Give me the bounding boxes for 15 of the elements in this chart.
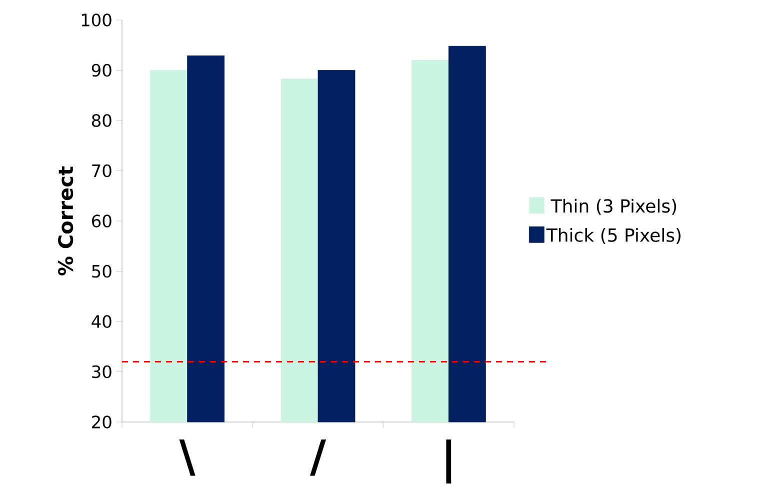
y-axis-title: % Correct <box>58 166 74 276</box>
y-tick-label: 70 <box>92 164 112 178</box>
y-tick-label: 90 <box>92 64 112 77</box>
x-tick-label: | <box>446 440 452 484</box>
x-tick-label: / <box>310 440 326 476</box>
y-tick-label: 30 <box>92 365 112 378</box>
x-tick-label: \ <box>179 440 196 476</box>
y-tick-label: 60 <box>92 214 112 228</box>
y-tick-label: 40 <box>92 315 112 328</box>
legend-label: Thick (5 Pixels) <box>546 228 681 244</box>
y-tick-label: 80 <box>92 114 112 127</box>
y-tick-label: 20 <box>92 416 112 428</box>
y-tick-label: 50 <box>92 264 112 278</box>
legend-label: Thin (3 Pixels) <box>550 198 676 215</box>
y-tick-label: 100 <box>82 14 112 26</box>
